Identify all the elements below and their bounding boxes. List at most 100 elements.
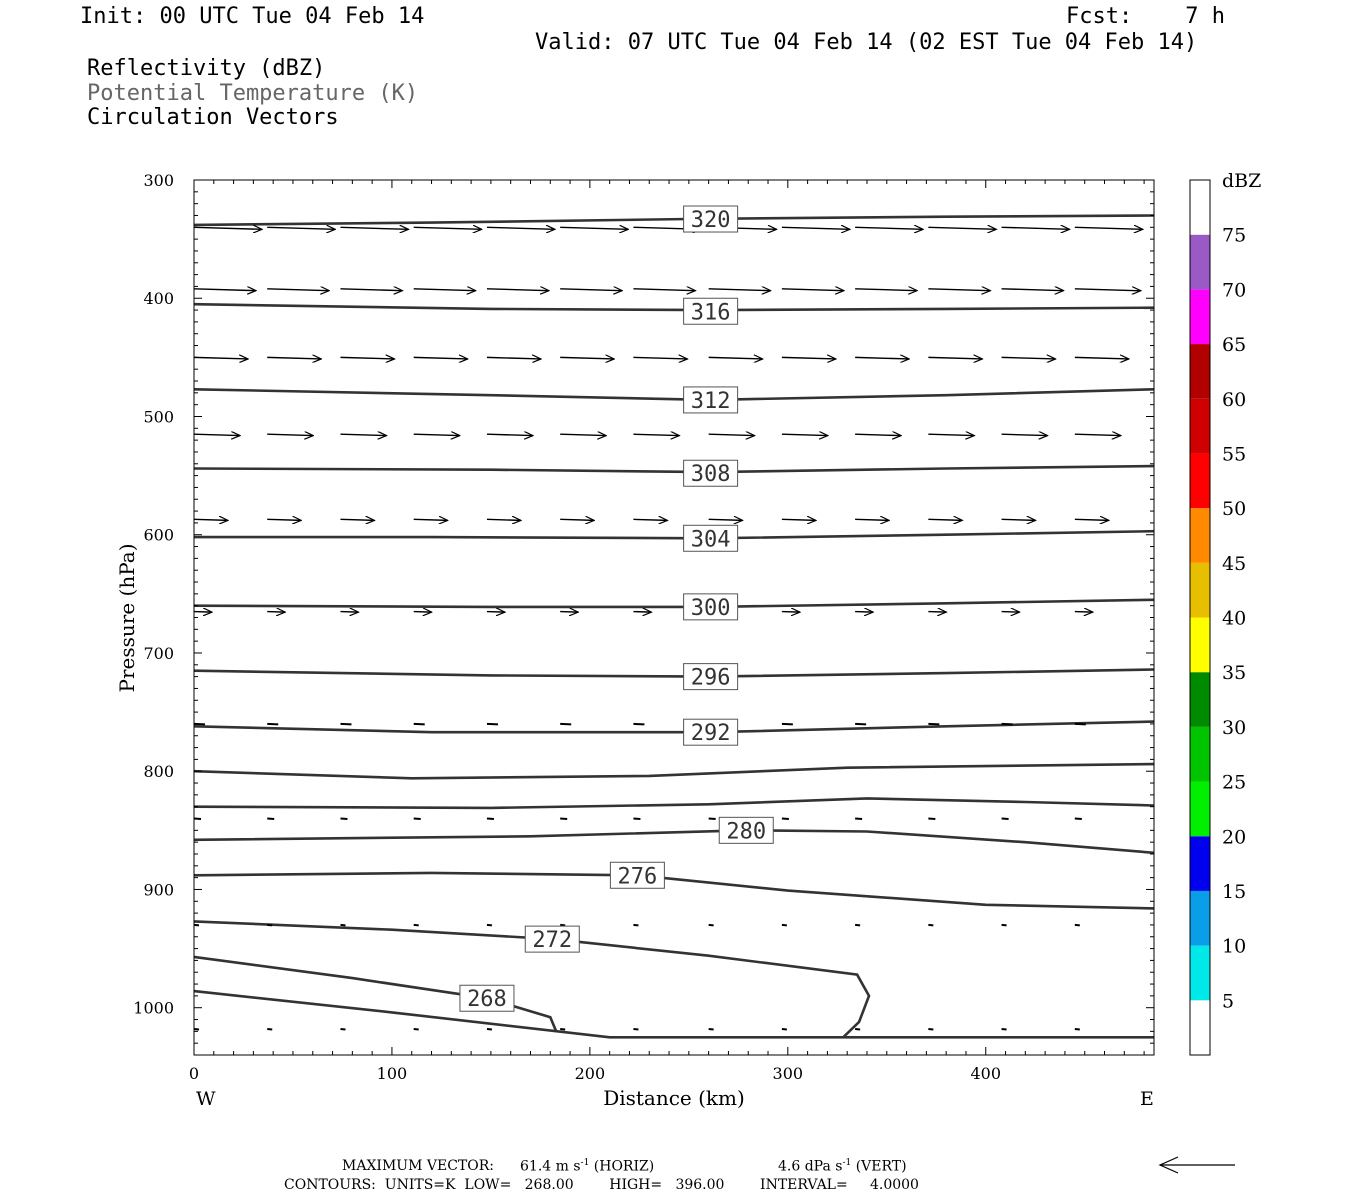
contour-label-box bbox=[683, 663, 739, 691]
colorbar-label-10: 10 bbox=[1222, 936, 1246, 958]
circulation-vector bbox=[1074, 519, 1109, 520]
circulation-vector bbox=[781, 357, 836, 359]
circulation-vector bbox=[560, 519, 594, 520]
circulation-vector bbox=[928, 722, 940, 726]
circulation-vector bbox=[560, 434, 606, 435]
circulation-vector bbox=[413, 434, 460, 435]
colorbar-frame bbox=[1189, 179, 1211, 1056]
contour-label-box bbox=[683, 205, 739, 233]
circulation-vector bbox=[340, 817, 348, 821]
circulation-vector bbox=[855, 519, 889, 520]
contour-label-box bbox=[683, 459, 739, 487]
colorbar-label-55: 55 bbox=[1222, 443, 1246, 465]
circulation-vector bbox=[486, 817, 495, 821]
contour-label-268: 268 bbox=[467, 987, 507, 1012]
circulation-vector bbox=[340, 357, 394, 359]
circulation-vector bbox=[193, 289, 256, 291]
contour-label-box bbox=[683, 386, 739, 414]
circulation-vector bbox=[633, 722, 645, 726]
colorbar-segment bbox=[1190, 836, 1210, 891]
circulation-vector bbox=[340, 227, 408, 229]
reference-vector-arrow bbox=[1158, 1156, 1235, 1174]
x-axis-label: Distance (km) bbox=[603, 1086, 745, 1110]
x-tick-label-400: 400 bbox=[970, 1064, 1001, 1083]
circulation-vector bbox=[413, 817, 421, 821]
circulation-vector bbox=[855, 817, 863, 821]
circulation-vector bbox=[486, 519, 521, 520]
colorbar-segment bbox=[1190, 344, 1210, 399]
x-tick-label-0: 0 bbox=[189, 1064, 199, 1083]
circulation-vector bbox=[855, 434, 901, 435]
contour-label-300: 300 bbox=[691, 596, 731, 621]
circulation-vector bbox=[413, 1027, 419, 1031]
circulation-vector bbox=[928, 923, 934, 927]
init-time: Init: 00 UTC Tue 04 Feb 14 bbox=[80, 4, 425, 29]
circulation-vector bbox=[708, 1027, 714, 1031]
colorbar-label-45: 45 bbox=[1222, 553, 1246, 575]
circulation-vector bbox=[486, 289, 549, 291]
contour-label-box bbox=[683, 297, 739, 325]
colorbar-label-75: 75 bbox=[1222, 225, 1246, 247]
x-end-label-east: E bbox=[1140, 1088, 1154, 1110]
circulation-vector bbox=[855, 1027, 861, 1031]
circulation-vector bbox=[1074, 923, 1080, 927]
contour-label-box bbox=[524, 925, 580, 953]
circulation-vector bbox=[1001, 289, 1064, 291]
circulation-vector bbox=[633, 357, 687, 359]
colorbar-label-30: 30 bbox=[1222, 717, 1246, 739]
circulation-vector bbox=[267, 1027, 273, 1031]
circulation-vector bbox=[486, 357, 541, 359]
circulation-vector bbox=[267, 519, 301, 520]
contour-label-320: 320 bbox=[691, 208, 731, 233]
circulation-vector bbox=[193, 612, 212, 613]
y-tick-label-400: 400 bbox=[143, 289, 174, 308]
field-potential-temperature: Potential Temperature (K) bbox=[87, 81, 419, 106]
colorbar-segment bbox=[1190, 453, 1210, 509]
circulation-vector bbox=[193, 357, 248, 359]
max-vector-label: MAXIMUM VECTOR: bbox=[342, 1158, 494, 1174]
circulation-vector bbox=[486, 227, 555, 229]
circulation-vector bbox=[413, 357, 468, 359]
circulation-vector bbox=[1001, 434, 1048, 435]
theta-contour-292 bbox=[193, 720, 1155, 734]
x-tick-label-300: 300 bbox=[773, 1064, 804, 1083]
contour-label-296: 296 bbox=[691, 666, 731, 691]
circulation-vector bbox=[193, 227, 262, 229]
y-tick-label-1000: 1000 bbox=[133, 999, 174, 1018]
colorbar-title: dBZ bbox=[1222, 170, 1261, 192]
x-tick-label-100: 100 bbox=[377, 1064, 408, 1083]
circulation-vector bbox=[781, 519, 816, 520]
theta-contour-unlabeled-8 bbox=[193, 762, 1155, 780]
circulation-vector bbox=[340, 289, 402, 291]
colorbar-segment bbox=[1190, 508, 1210, 563]
circulation-vector bbox=[633, 817, 641, 821]
circulation-vector bbox=[781, 722, 793, 726]
y-tick-label-700: 700 bbox=[143, 644, 174, 663]
circulation-vector bbox=[708, 357, 763, 359]
circulation-vector bbox=[781, 612, 800, 613]
theta-contour-308 bbox=[193, 464, 1155, 474]
colorbar-label-20: 20 bbox=[1222, 826, 1246, 848]
plot-frame bbox=[193, 179, 1155, 1056]
theta-contour-280 bbox=[193, 828, 1155, 855]
circulation-vector bbox=[1001, 227, 1070, 229]
circulation-vector bbox=[1074, 289, 1141, 291]
circulation-vector bbox=[486, 612, 505, 613]
circulation-vector bbox=[193, 434, 240, 435]
circulation-vector bbox=[340, 612, 358, 613]
colorbar-label-60: 60 bbox=[1222, 389, 1246, 411]
circulation-vector bbox=[855, 289, 917, 291]
circulation-vector bbox=[1001, 612, 1020, 613]
colorbar-label-35: 35 bbox=[1222, 662, 1246, 684]
contour-label-276: 276 bbox=[618, 864, 658, 889]
theta-contour-320 bbox=[193, 214, 1155, 227]
theta-contour-unlabeled-14 bbox=[193, 989, 1154, 1039]
contour-label-box bbox=[683, 524, 739, 552]
circulation-vector bbox=[855, 612, 873, 613]
x-tick-label-200: 200 bbox=[575, 1064, 606, 1083]
circulation-vector bbox=[781, 1027, 787, 1031]
circulation-vector bbox=[928, 227, 996, 229]
y-tick-label-900: 900 bbox=[143, 880, 174, 899]
colorbar-segment bbox=[1190, 398, 1210, 454]
contour-label-280: 280 bbox=[726, 819, 766, 844]
